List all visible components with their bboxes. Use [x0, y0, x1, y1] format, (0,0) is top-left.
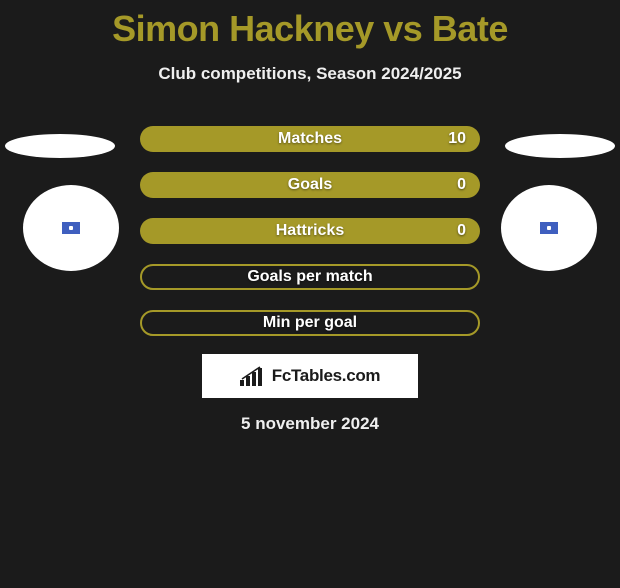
stat-value: 10	[448, 130, 466, 148]
stat-label: Matches	[278, 130, 342, 148]
stat-label: Min per goal	[263, 314, 357, 332]
stat-value: 0	[457, 222, 466, 240]
brand-text: FcTables.com	[272, 366, 381, 386]
comparison-subtitle: Club competitions, Season 2024/2025	[0, 64, 620, 84]
stat-label: Hattricks	[276, 222, 344, 240]
stat-row-goals-per-match: Goals per match	[140, 264, 480, 290]
stat-row-hattricks: Hattricks 0	[140, 218, 480, 244]
stats-container: Matches 10 Goals 0 Hattricks 0 Goals per…	[0, 126, 620, 336]
stat-label: Goals	[288, 176, 332, 194]
stat-row-goals: Goals 0	[140, 172, 480, 198]
snapshot-date: 5 november 2024	[0, 414, 620, 434]
stat-value: 0	[457, 176, 466, 194]
stat-row-min-per-goal: Min per goal	[140, 310, 480, 336]
bars-icon	[240, 366, 266, 386]
brand-box[interactable]: FcTables.com	[202, 354, 418, 398]
stat-row-matches: Matches 10	[140, 126, 480, 152]
stat-label: Goals per match	[247, 268, 372, 286]
comparison-title: Simon Hackney vs Bate	[0, 8, 620, 50]
